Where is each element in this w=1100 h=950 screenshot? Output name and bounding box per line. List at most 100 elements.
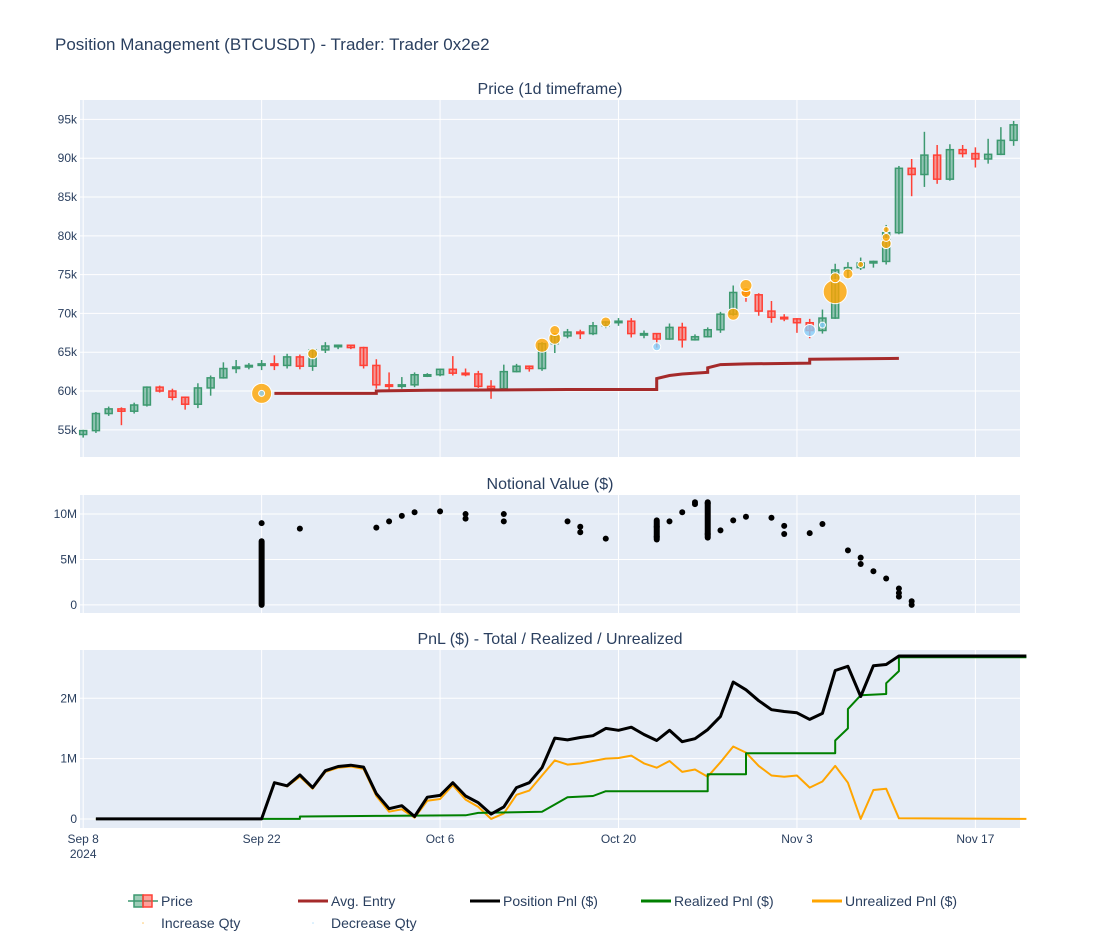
- notional-point: [437, 508, 444, 515]
- legend: Price Avg. Entry Position Pnl ($) Realized …: [128, 893, 957, 931]
- candle-body: [193, 387, 203, 405]
- legend-label: Avg. Entry: [331, 893, 395, 909]
- candle-body: [410, 373, 419, 386]
- notional-point: [781, 522, 788, 529]
- candle: [104, 406, 113, 416]
- candle-body: [754, 294, 763, 312]
- increase-qty-marker: [534, 337, 550, 353]
- legend-marker-swatch: [312, 922, 314, 924]
- legend-label: Realized Pnl ($): [674, 893, 774, 909]
- candle: [677, 322, 687, 348]
- candle-body: [219, 367, 228, 379]
- notional-point: [844, 547, 851, 554]
- notional-point: [806, 530, 813, 537]
- series-line-unrealized-pnl: [95, 745, 1027, 820]
- candle: [333, 344, 343, 350]
- candle: [142, 386, 152, 407]
- candle-body: [792, 318, 802, 324]
- candle: [448, 356, 458, 376]
- x-tick-label: Nov 17: [956, 832, 994, 846]
- y-tick-label: 65k: [58, 345, 78, 359]
- candle-body: [231, 366, 241, 370]
- candle-body: [448, 368, 458, 374]
- notional-point: [857, 560, 864, 567]
- candle: [91, 411, 101, 433]
- notional-point: [781, 531, 788, 538]
- candle: [435, 368, 445, 377]
- candle-body: [372, 364, 381, 386]
- candle: [384, 372, 394, 392]
- candle: [474, 370, 483, 388]
- candle: [155, 385, 164, 393]
- panel-title: PnL ($) - Total / Realized / Unrealized: [417, 631, 682, 648]
- candle: [1009, 120, 1018, 146]
- candle-body: [168, 390, 177, 398]
- y-tick-label: 70k: [58, 306, 78, 320]
- increase-qty-marker: [307, 348, 319, 360]
- candle: [907, 158, 916, 197]
- candle: [512, 363, 521, 373]
- candle: [627, 318, 636, 338]
- candle-body: [104, 408, 113, 415]
- candle: [920, 131, 929, 187]
- candle: [716, 311, 725, 333]
- y-tick-label: 80k: [58, 229, 78, 243]
- y-tick-label: 90k: [58, 151, 78, 165]
- y-tick-label: 10M: [54, 507, 77, 521]
- notional-point: [895, 593, 902, 600]
- plot-background: [80, 495, 1020, 613]
- notional-point: [462, 511, 469, 518]
- candle-body: [983, 153, 993, 160]
- notional-point: [258, 520, 265, 527]
- candle: [321, 342, 330, 354]
- x-tick-label: Oct 6: [426, 832, 455, 846]
- notional-point: [717, 527, 724, 534]
- candle: [779, 314, 789, 322]
- candle-body: [78, 429, 88, 436]
- candle: [244, 363, 254, 370]
- panel-title: Notional Value ($): [487, 476, 614, 493]
- legend-label: Increase Qty: [161, 915, 240, 931]
- candle: [576, 329, 585, 340]
- notional-point: [666, 518, 673, 525]
- panel-notional: 0 5M 10M Notional Value ($): [54, 476, 1020, 613]
- candle: [231, 359, 241, 374]
- candle-body: [563, 331, 572, 337]
- notional-point: [577, 523, 584, 530]
- notional-point: [857, 554, 864, 561]
- notional-point: [768, 514, 775, 521]
- decrease-qty-marker: [258, 389, 266, 397]
- candle: [614, 318, 623, 326]
- notional-point: [704, 531, 711, 538]
- candle-body: [716, 313, 725, 331]
- notional-point: [373, 524, 380, 531]
- candle-body: [971, 152, 980, 160]
- candle: [996, 127, 1006, 156]
- candle: [219, 362, 228, 379]
- candle: [117, 407, 126, 426]
- x-tick-label: Nov 3: [781, 832, 813, 846]
- legend-label: Price: [161, 893, 193, 909]
- legend-item: Realized Pnl ($): [641, 893, 774, 909]
- candle: [894, 165, 904, 235]
- candle-body: [257, 363, 266, 367]
- candle-body: [142, 386, 152, 406]
- candle: [346, 344, 356, 350]
- candle-body: [690, 335, 700, 341]
- notional-point: [386, 518, 393, 525]
- candle: [180, 396, 190, 410]
- candle-body: [920, 154, 929, 176]
- x-tick-label: Sep 8: [68, 832, 100, 846]
- notional-point: [653, 533, 660, 540]
- candle-body: [677, 326, 687, 341]
- increase-qty-marker: [739, 278, 753, 292]
- candle-body: [639, 332, 649, 336]
- decrease-qty-marker: [652, 342, 662, 352]
- candle-body: [576, 331, 585, 335]
- candle-body: [244, 364, 254, 368]
- candle-body: [295, 356, 305, 367]
- candle: [703, 327, 712, 338]
- notional-point: [895, 585, 902, 592]
- candle-body: [665, 326, 674, 340]
